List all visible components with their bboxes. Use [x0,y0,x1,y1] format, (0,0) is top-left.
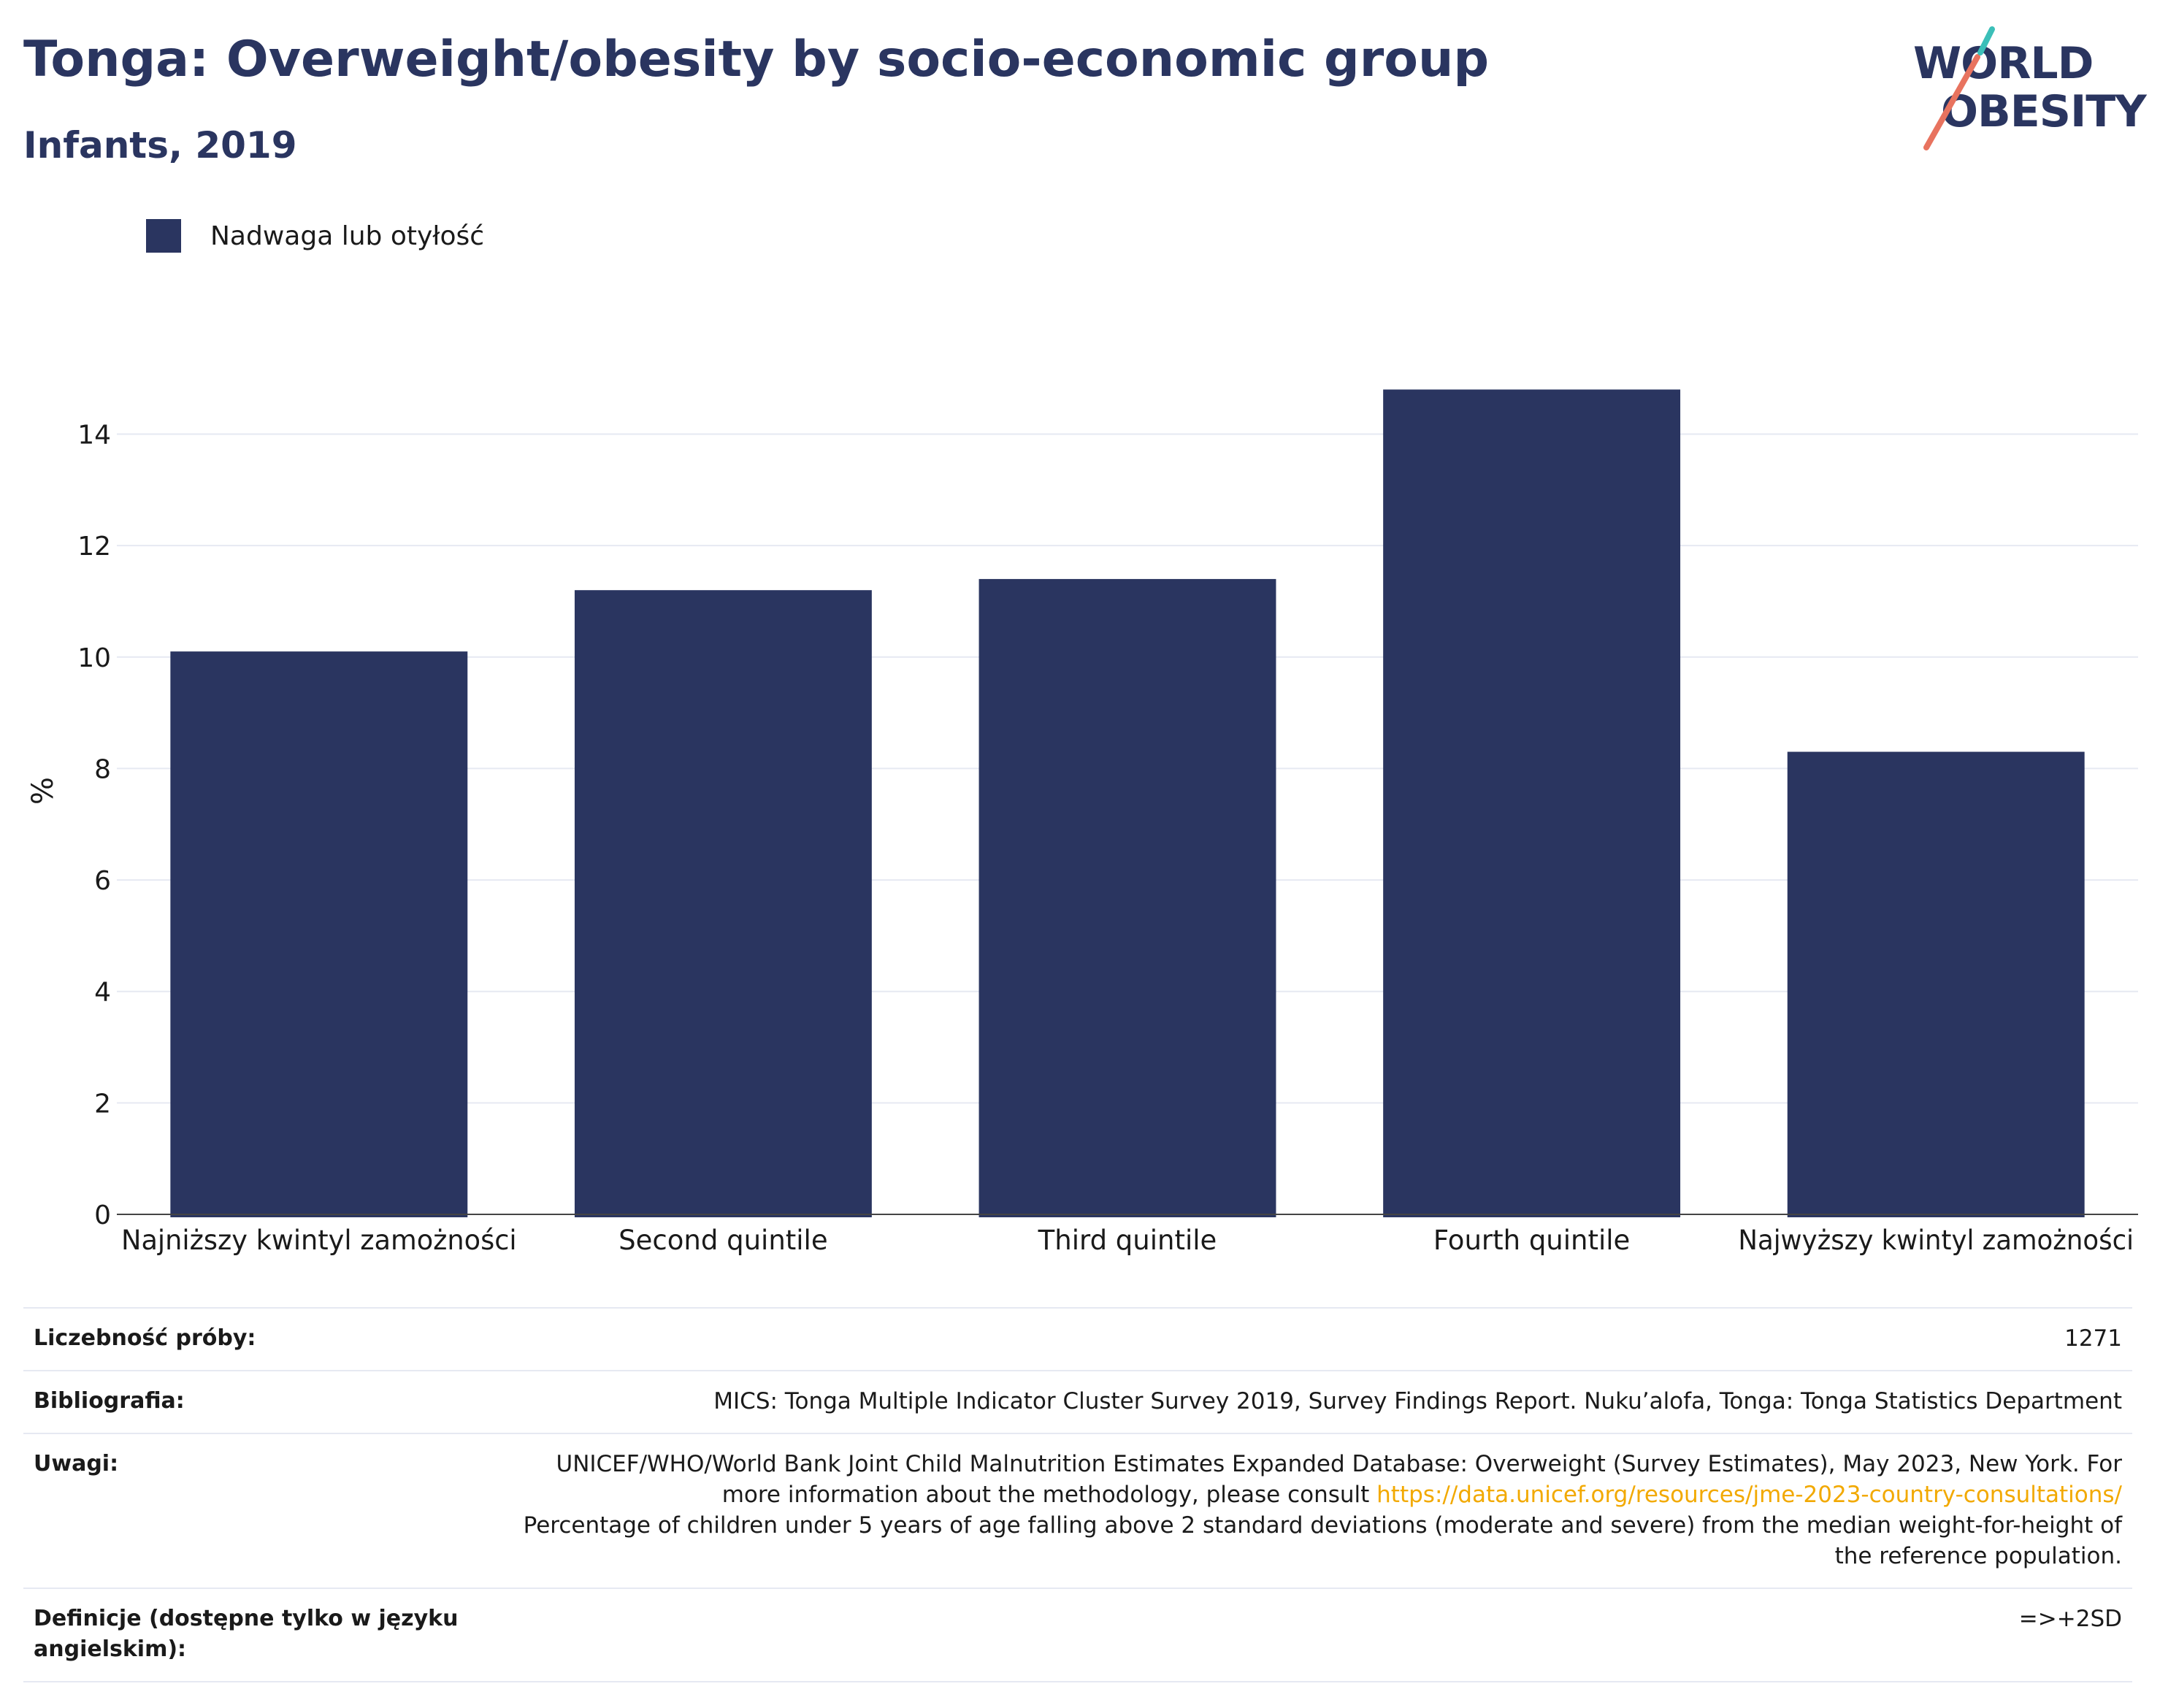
y-tick-label: 10 [77,643,111,673]
bar [574,590,872,1217]
bar [1787,751,2085,1217]
info-row-definitions: Definicje (dostępne tylko w języku angie… [23,1588,2132,1682]
sample-size-value: 1271 [2064,1325,2122,1352]
bibliography-value: MICS: Tonga Multiple Indicator Cluster S… [713,1388,2122,1414]
y-tick-label: 4 [94,978,111,1008]
y-tick-label: 12 [77,532,111,562]
bar [170,651,468,1217]
info-table: Liczebność próby: 1271 Bibliografia: MIC… [23,1307,2132,1682]
logo-line-2: OBESITY [1941,86,2147,137]
y-axis-label: % [26,777,60,805]
bibliography-key: Bibliografia: [34,1388,185,1414]
y-tick-label: 2 [94,1089,111,1119]
definitions-key: Definicje (dostępne tylko w języku angie… [34,1606,459,1662]
y-tick-label: 0 [94,1200,111,1230]
logo-line-1: WORLD [1913,38,2094,89]
y-tick-label: 8 [94,754,111,784]
sample-size-key: Liczebność próby: [34,1325,256,1351]
y-tick-label: 14 [77,420,111,450]
notes-text-1: UNICEF/WHO/World Bank Joint Child Malnut… [556,1451,2123,1508]
legend-swatch [146,219,181,253]
x-tick-label: Fourth quintile [1433,1225,1630,1256]
notes-link[interactable]: https://data.unicef.org/resources/jme-20… [1376,1482,2122,1508]
info-row-notes: Uwagi: UNICEF/WHO/World Bank Joint Child… [23,1433,2132,1588]
notes-text-2: Percentage of children under 5 years of … [523,1512,2122,1569]
x-tick-label: Najwyższy kwintyl zamożności [1738,1225,2134,1256]
notes-value: UNICEF/WHO/World Bank Joint Child Malnut… [501,1449,2122,1571]
bar-chart: 0 2 4 6 8 10 12 14% Najniższy kwintyl zamożności… [26,389,2138,1256]
logo-slash-icon [1923,26,1995,150]
page-title: Tonga: Overweight/obesity by socio-econo… [23,31,1490,88]
legend-label: Nadwaga lub otyłość [210,221,485,251]
info-row-bibliography: Bibliografia: MICS: Tonga Multiple Indic… [23,1370,2132,1433]
definitions-value: =>+2SD [2018,1606,2122,1632]
notes-key: Uwagi: [34,1451,119,1477]
chart-legend: Nadwaga lub otyłość [146,218,484,254]
info-row-sample-size: Liczebność próby: 1271 [23,1307,2132,1370]
x-tick-label: Third quintile [1038,1225,1217,1256]
y-tick-label: 6 [94,866,111,896]
bar [1383,389,1681,1217]
x-tick-label: Najniższy kwintyl zamożności [121,1225,517,1256]
bar [978,578,1276,1217]
world-obesity-logo: WORLD OBESITY [1899,22,2147,153]
x-tick-label: Second quintile [618,1225,827,1256]
page-subtitle: Infants, 2019 [23,124,297,166]
